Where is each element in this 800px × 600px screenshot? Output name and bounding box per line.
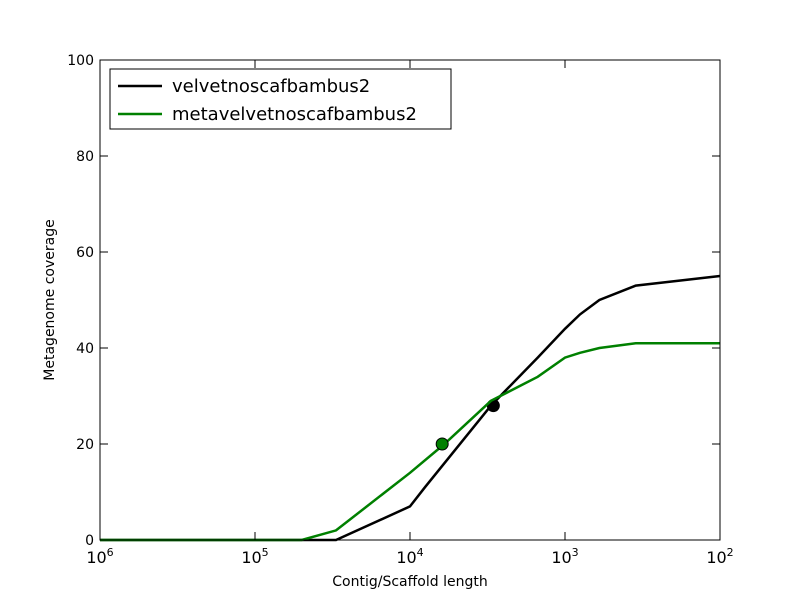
y-tick-label-5: 100 — [67, 53, 94, 69]
y-tick-label-4: 80 — [76, 149, 94, 165]
y-tick-label-0: 0 — [85, 533, 94, 549]
legend-label-metavelvet: metavelvetnoscafbambus2 — [172, 104, 417, 125]
series-marker-1 — [435, 437, 449, 451]
plot-frame — [99, 59, 721, 541]
legend-box — [109, 68, 452, 130]
y-tick-label-3: 60 — [76, 245, 94, 261]
y-tick-label-1: 20 — [76, 437, 94, 453]
y-axis-label: Metagenome coverage — [42, 219, 58, 380]
x-tick-label-2: 104 — [396, 546, 423, 567]
series-layer — [100, 274, 721, 542]
legend: velvetnoscafbambus2 metavelvetnoscafbamb… — [109, 68, 452, 130]
y-tick-label-2: 40 — [76, 341, 94, 357]
x-tick-label-1: 105 — [241, 546, 268, 567]
x-axis-label: Contig/Scaffold length — [332, 574, 487, 590]
x-tick-label-4: 102 — [706, 546, 733, 567]
series-line-1 — [100, 341, 720, 542]
x-tick-label-3: 103 — [551, 546, 578, 567]
series-line-0 — [100, 274, 721, 542]
legend-label-velvet: velvetnoscafbambus2 — [172, 76, 370, 97]
x-tick-label-0: 106 — [86, 546, 113, 567]
ticks-layer: 106 105 104 103 102 0 20 40 60 80 100 — [67, 53, 733, 567]
